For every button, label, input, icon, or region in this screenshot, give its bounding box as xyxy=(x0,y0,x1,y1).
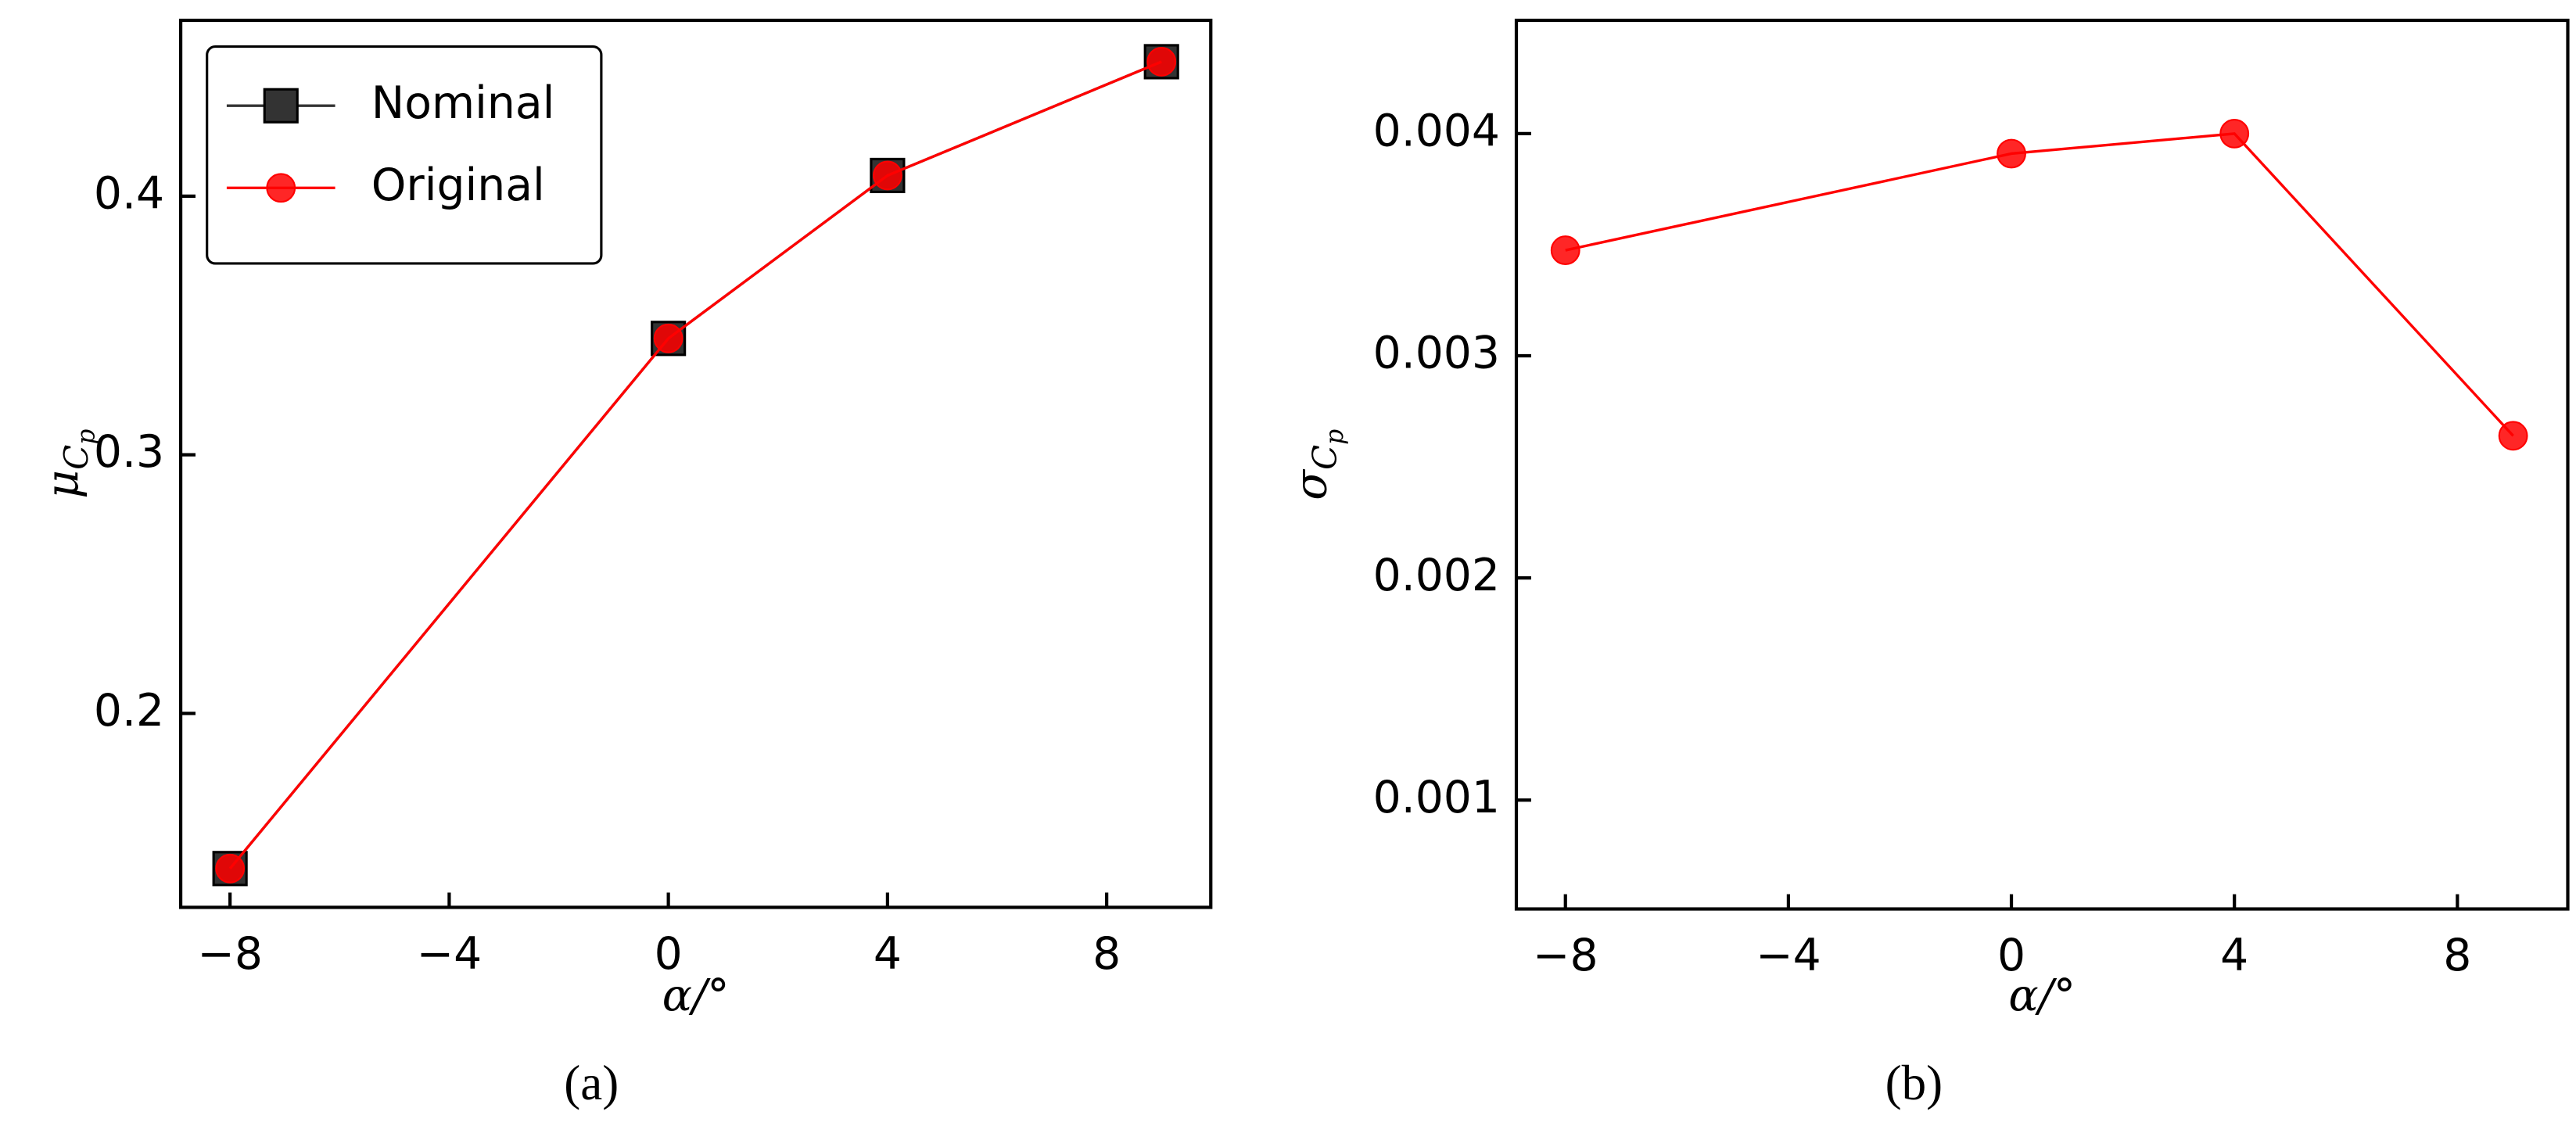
marker xyxy=(872,160,902,191)
y-label-sub: C xyxy=(1305,445,1344,470)
legend-box xyxy=(206,45,603,265)
x-tick-label: −8 xyxy=(197,928,263,980)
legend-label: Nominal xyxy=(371,77,555,129)
x-tick-label: −4 xyxy=(1756,930,1821,981)
caption: (b) xyxy=(1885,1056,1943,1110)
legend-marker xyxy=(263,88,299,124)
marker xyxy=(2219,118,2250,149)
x-tick-label: −4 xyxy=(417,928,483,980)
x-tick-label: 8 xyxy=(1092,928,1121,980)
marker xyxy=(215,853,246,884)
y-axis-label: σCp xyxy=(1285,429,1348,500)
y-axis-label: μCp xyxy=(37,429,100,499)
marker xyxy=(1550,235,1580,265)
y-tick-label: 0.4 xyxy=(94,168,164,220)
marker xyxy=(2498,421,2528,451)
x-tick-label: 0 xyxy=(1997,930,2025,981)
x-axis-label: α/° xyxy=(2008,970,2076,1022)
y-tick-label: 0.3 xyxy=(94,426,164,478)
series-line xyxy=(228,60,1162,869)
y-tick-label: 0.001 xyxy=(1373,772,1500,823)
y-tick-label: 0.002 xyxy=(1373,550,1500,601)
plot-frame xyxy=(178,18,1213,909)
x-tick-label: 4 xyxy=(874,928,902,980)
plot-frame xyxy=(1514,18,2570,911)
y-tick-label: 0.2 xyxy=(94,685,164,737)
series-line xyxy=(1565,132,2514,437)
y-label-symbol: μ xyxy=(37,470,88,499)
y-label-subsub: p xyxy=(72,429,100,445)
y-tick-label: 0.004 xyxy=(1373,106,1500,157)
x-tick-label: 0 xyxy=(655,928,683,980)
marker xyxy=(1146,47,1177,77)
x-tick-label: 8 xyxy=(2443,930,2471,981)
caption: (a) xyxy=(564,1056,619,1110)
legend-marker xyxy=(266,173,296,203)
legend-label: Original xyxy=(371,160,545,211)
y-label-sub: C xyxy=(57,445,95,470)
y-tick-label: 0.003 xyxy=(1373,328,1500,379)
legend: Nominal Original xyxy=(206,45,603,265)
marker xyxy=(1997,138,2026,169)
x-axis-label: α/° xyxy=(662,970,730,1022)
x-tick-label: 4 xyxy=(2220,930,2248,981)
y-label-symbol: σ xyxy=(1285,469,1336,500)
x-tick-label: −8 xyxy=(1533,930,1598,981)
y-label-subsub: p xyxy=(1320,429,1348,445)
marker xyxy=(653,323,683,353)
